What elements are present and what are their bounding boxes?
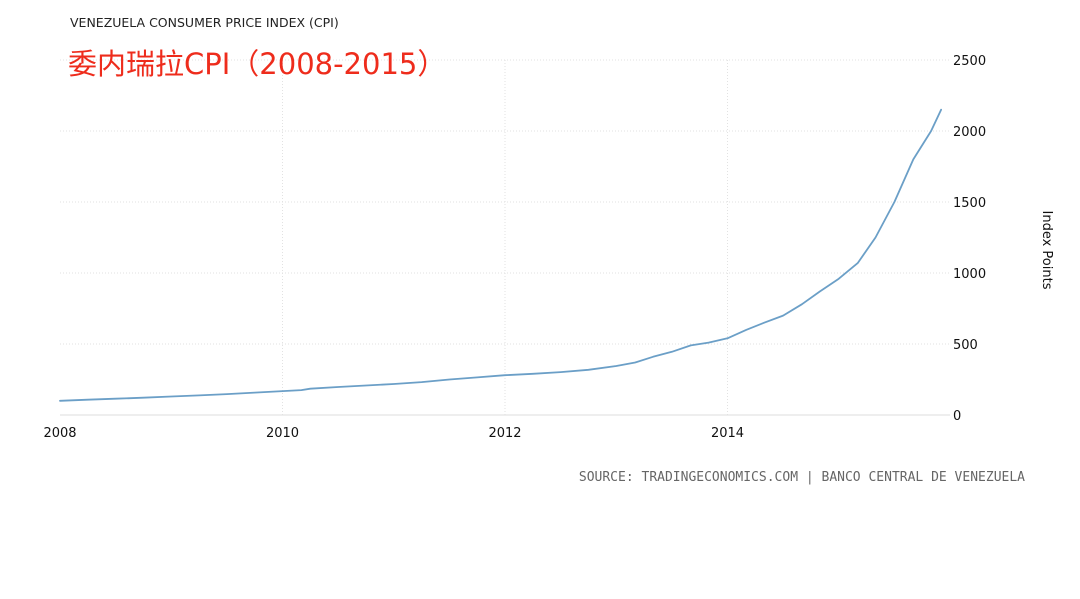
y-tick-label-500: 500 [953,338,978,353]
y-axis-ticks: 0 500 1000 1500 2000 2500 [953,54,986,424]
x-axis-ticks: 2008 2010 2012 2014 [43,426,744,441]
x-tick-label-2012: 2012 [488,426,521,441]
series-layer [59,108,942,402]
chart-subtitle: 委内瑞拉CPI（2008-2015） [68,47,446,81]
x-tick-label-2010: 2010 [266,426,299,441]
y-tick-label-1500: 1500 [953,196,986,211]
y-axis-title: Index Points [1039,211,1054,290]
x-tick-label-2008: 2008 [43,426,76,441]
cpi-series-line-0 [59,108,942,402]
grid-lines [60,59,950,416]
y-tick-label-2500: 2500 [953,54,986,69]
x-tick-label-2014: 2014 [711,426,744,441]
source-note: SOURCE: TRADINGECONOMICS.COM | BANCO CEN… [579,470,1025,485]
chart-title: VENEZUELA CONSUMER PRICE INDEX (CPI) [70,15,339,30]
y-tick-label-2000: 2000 [953,125,986,140]
y-tick-label-1000: 1000 [953,267,986,282]
y-tick-label-0: 0 [953,409,961,424]
